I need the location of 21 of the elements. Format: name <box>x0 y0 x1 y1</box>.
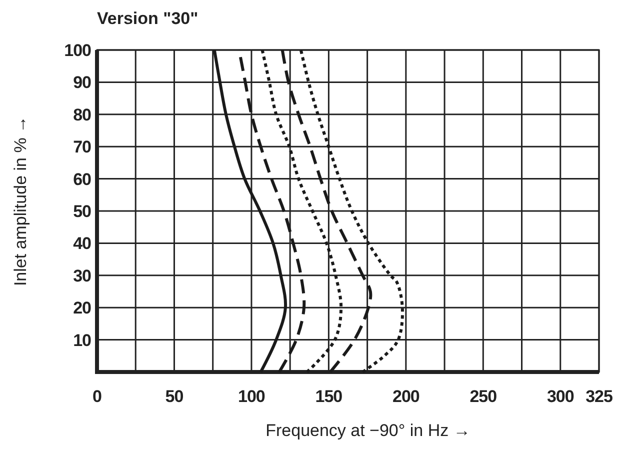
y-tick-label: 50 <box>73 202 92 221</box>
x-axis-title: Frequency at −90° in Hz → <box>266 421 470 440</box>
y-tick-label: 100 <box>64 41 92 60</box>
x-tick-label: 300 <box>546 387 574 406</box>
x-tick-label: 100 <box>238 387 265 406</box>
y-tick-label: 70 <box>73 138 92 157</box>
x-tick-label: 150 <box>315 387 342 406</box>
y-tick-label: 10 <box>73 330 92 350</box>
y-tick-label: 40 <box>73 234 92 254</box>
x-tick-label: 0 <box>92 387 102 406</box>
y-tick-label: 80 <box>73 105 92 124</box>
y-tick-label: 60 <box>73 170 92 189</box>
y-axis-title: Inlet amplitude in % → <box>11 116 30 286</box>
x-tick-label: 325 <box>586 387 612 406</box>
chart-title: Version "30" <box>97 9 198 28</box>
x-tick-label: 250 <box>470 387 497 406</box>
x-tick-label: 200 <box>392 387 420 406</box>
x-tick-label: 50 <box>165 387 184 406</box>
y-tick-label: 20 <box>73 298 92 318</box>
y-tick-label: 90 <box>73 73 92 92</box>
y-tick-label: 30 <box>73 266 92 286</box>
